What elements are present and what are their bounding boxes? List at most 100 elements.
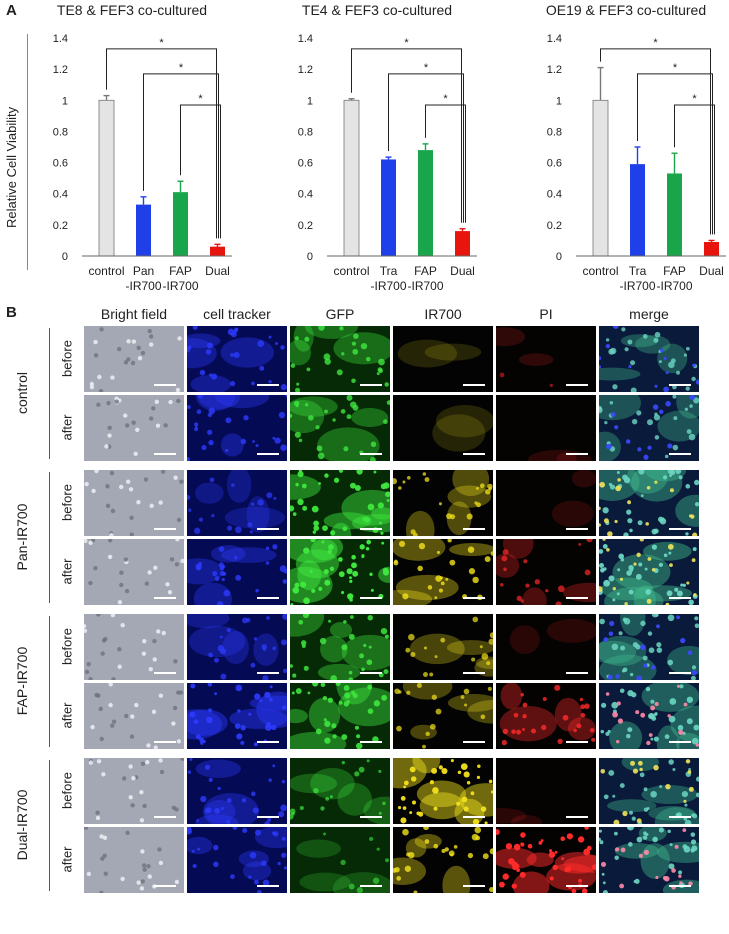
cell-dot	[363, 643, 367, 648]
micrograph-tile	[393, 827, 493, 893]
cell-blob	[188, 625, 246, 658]
cell-dot	[133, 451, 138, 456]
merged-cell-dot	[606, 443, 612, 450]
cell-blob	[304, 326, 359, 339]
cell-blob	[229, 708, 287, 729]
cell-blob	[290, 339, 312, 366]
cell-dot	[344, 692, 351, 699]
merged-cell-dot	[613, 819, 620, 824]
y-tick-label: 0.4	[298, 189, 313, 201]
cell-dot	[135, 427, 140, 433]
scale-bar	[360, 453, 382, 455]
cell-dot	[268, 335, 272, 339]
cell-blob	[446, 640, 493, 656]
cell-dot	[259, 365, 265, 371]
cell-dot	[648, 647, 655, 654]
group-label: Pan-IR700	[14, 503, 30, 570]
cell-dot	[151, 709, 157, 714]
cell-dot	[220, 806, 224, 810]
cell-blob	[503, 539, 534, 559]
cell-dot	[102, 835, 108, 840]
cell-dot	[488, 638, 493, 645]
merged-cell-dot	[688, 881, 693, 886]
cell-dot	[331, 723, 337, 729]
merged-cell-dot	[627, 500, 632, 505]
cell-blob	[607, 799, 657, 813]
cell-dot	[438, 588, 444, 593]
x-tick-label: control	[333, 264, 369, 278]
cell-dot	[268, 379, 272, 384]
column-header: IR700	[424, 306, 462, 322]
cell-dot	[352, 693, 358, 699]
cell-blob	[599, 640, 637, 664]
cell-dot	[110, 508, 116, 514]
scale-bar	[463, 384, 485, 386]
merged-cell-dot	[656, 624, 660, 629]
cell-blob	[187, 709, 223, 740]
cell-dot	[126, 479, 131, 484]
cell-dot	[102, 853, 107, 859]
scale-bar	[360, 597, 382, 599]
cell-dot	[433, 843, 439, 849]
cell-dot	[187, 347, 191, 353]
cell-dot	[119, 484, 124, 490]
scale-bar	[566, 384, 588, 386]
cell-dot	[584, 703, 590, 709]
merged-cell-dot	[612, 326, 619, 329]
cell-dot	[435, 708, 442, 715]
cell-dot	[130, 803, 135, 808]
cell-dot	[522, 702, 528, 708]
cell-dot	[689, 404, 693, 408]
scale-bar	[257, 384, 279, 386]
cell-dot	[197, 395, 204, 399]
scale-bar	[360, 672, 382, 674]
cell-dot	[232, 827, 238, 830]
cell-dot	[378, 368, 383, 374]
cell-blob	[424, 343, 482, 361]
significance-star: *	[159, 37, 164, 49]
cell-dot	[450, 759, 454, 763]
cell-blob	[599, 395, 642, 421]
cell-dot	[153, 745, 158, 749]
cell-dot	[386, 400, 390, 405]
cell-blob	[195, 395, 236, 412]
cell-dot	[471, 657, 476, 662]
cell-dot	[672, 767, 676, 771]
x-tick-label: FAP	[663, 264, 686, 278]
cell-dot	[301, 483, 307, 489]
cell-dot	[201, 444, 207, 451]
cell-dot	[356, 734, 361, 739]
cell-dot	[272, 764, 276, 768]
cell-dot	[645, 833, 649, 837]
cell-dot	[513, 712, 519, 718]
cell-dot	[283, 866, 287, 870]
cell-dot	[187, 770, 192, 774]
cell-dot	[84, 539, 88, 544]
cell-dot	[360, 342, 368, 350]
cell-dot	[417, 565, 423, 572]
cell-dot	[468, 568, 476, 575]
cell-dot	[441, 767, 448, 775]
cell-dot	[609, 347, 617, 355]
cell-dot	[136, 880, 141, 885]
cell-dot	[472, 576, 479, 584]
scale-bar	[669, 384, 691, 386]
cell-dot	[676, 590, 683, 597]
column-header: cell tracker	[203, 306, 271, 322]
cell-dot	[341, 591, 345, 595]
significance-bracket	[388, 73, 464, 223]
cell-blob	[496, 327, 526, 347]
cell-dot	[490, 551, 493, 556]
cell-dot	[103, 871, 108, 876]
cell-dot	[608, 770, 615, 776]
cell-dot	[554, 850, 558, 854]
cell-dot	[602, 889, 609, 893]
cell-dot	[325, 796, 330, 801]
cell-dot	[461, 796, 468, 803]
cell-dot	[651, 528, 658, 535]
cell-dot	[107, 425, 112, 430]
cell-dot	[148, 666, 154, 672]
cell-dot	[156, 629, 161, 634]
cell-dot	[89, 384, 95, 390]
merged-cell-dot	[605, 343, 610, 349]
